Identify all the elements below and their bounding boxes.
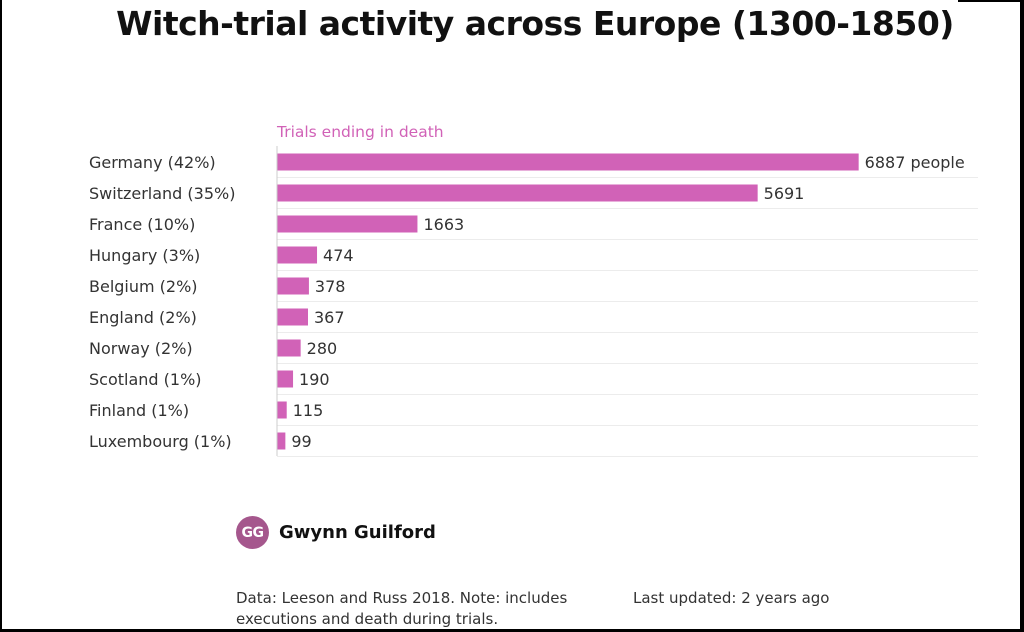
value-label: 115 (293, 401, 324, 420)
bar (277, 153, 859, 171)
bar (277, 277, 309, 295)
value-label: 99 (291, 432, 311, 451)
category-label: Switzerland (35%) (89, 184, 235, 203)
value-label: 190 (299, 370, 330, 389)
value-label: 5691 (764, 184, 805, 203)
chart-title: Witch-trial activity across Europe (1300… (116, 4, 954, 43)
bar (277, 246, 318, 264)
category-label: England (2%) (89, 308, 197, 327)
author-avatar[interactable]: GG (236, 516, 269, 549)
category-label: Germany (42%) (89, 153, 216, 172)
window-border-top (958, 0, 1024, 2)
value-label: 367 (314, 308, 345, 327)
value-label: 280 (307, 339, 338, 358)
value-label: 6887 people (865, 153, 965, 172)
category-label: Scotland (1%) (89, 370, 202, 389)
data-source-note: Data: Leeson and Russ 2018. Note: includ… (236, 589, 568, 628)
last-updated: Last updated: 2 years ago (633, 589, 830, 607)
bar (277, 215, 418, 233)
bar (277, 370, 294, 388)
author-byline[interactable]: GG Gwynn Guilford (236, 516, 436, 549)
value-label: 378 (315, 277, 346, 296)
category-label: Luxembourg (1%) (89, 432, 232, 451)
value-label: 474 (323, 246, 354, 265)
bar (277, 432, 286, 450)
window-border-right (1020, 0, 1024, 632)
category-label: Hungary (3%) (89, 246, 200, 265)
value-label: 1663 (423, 215, 464, 234)
window-border-left (0, 0, 2, 632)
author-name[interactable]: Gwynn Guilford (279, 522, 436, 543)
bar (277, 308, 308, 326)
series-label: Trials ending in death (276, 123, 444, 141)
bar (277, 339, 301, 357)
category-label: Belgium (2%) (89, 277, 198, 296)
bar (277, 401, 287, 419)
category-label: Norway (2%) (89, 339, 193, 358)
bar (277, 184, 758, 202)
window-border-bottom (0, 629, 1024, 632)
category-label: France (10%) (89, 215, 195, 234)
category-label: Finland (1%) (89, 401, 189, 420)
